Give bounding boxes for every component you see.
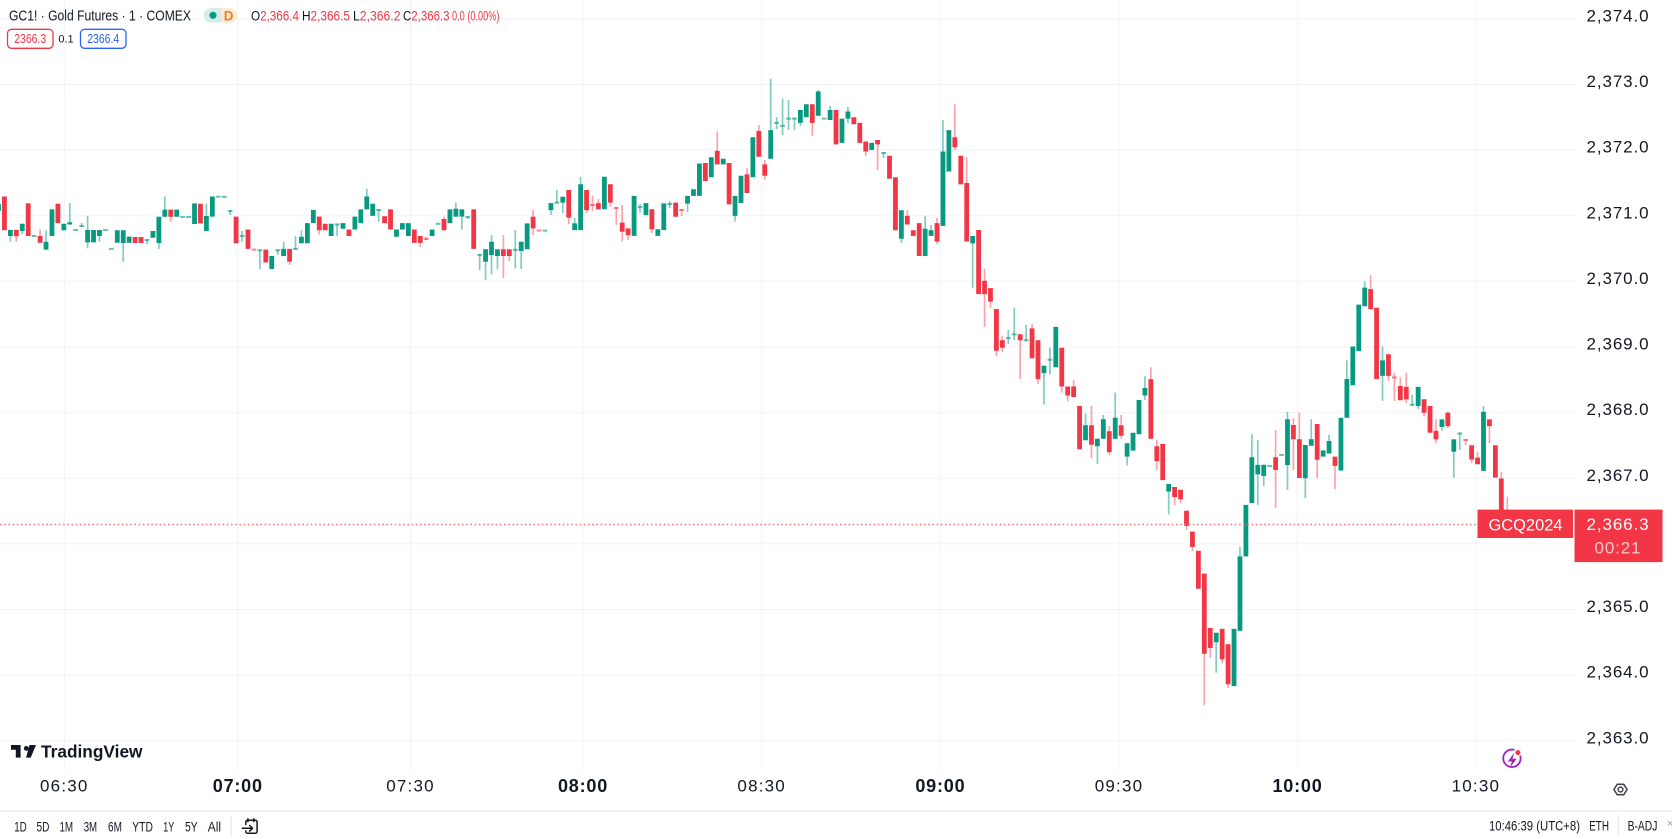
svg-text:10:46:39 (UTC+8): 10:46:39 (UTC+8) [1489,819,1580,834]
svg-text:D: D [224,8,234,23]
svg-text:TradingView: TradingView [41,742,143,762]
svg-text:2,364.0: 2,364.0 [1586,663,1649,682]
svg-text:2,368.0: 2,368.0 [1586,400,1649,419]
svg-text:3M: 3M [84,820,97,835]
svg-text:2,372.0: 2,372.0 [1586,138,1649,157]
svg-text:2,365.0: 2,365.0 [1586,597,1649,616]
svg-text:06:30: 06:30 [40,777,89,796]
svg-text:GC1! · Gold Futures · 1 · COME: GC1! · Gold Futures · 1 · COMEX [9,8,191,25]
svg-text:2,363.0: 2,363.0 [1586,728,1649,747]
svg-text:All: All [208,820,221,835]
svg-text:08:30: 08:30 [737,777,786,796]
svg-text:×: × [1667,818,1672,830]
svg-text:2,369.0: 2,369.0 [1586,335,1649,354]
svg-text:2,374.0: 2,374.0 [1586,6,1649,25]
svg-text:2366.4: 2366.4 [87,31,119,46]
svg-text:09:30: 09:30 [1095,777,1144,796]
svg-text:1M: 1M [59,820,73,835]
svg-text:0.1: 0.1 [58,34,73,46]
svg-text:08:00: 08:00 [558,776,608,796]
svg-text:0.0 (0.00%): 0.0 (0.00%) [452,9,500,24]
svg-text:L2,366.2: L2,366.2 [353,9,401,24]
svg-text:GCQ2024: GCQ2024 [1489,516,1563,535]
svg-text:O2,366.4: O2,366.4 [251,9,299,24]
svg-text:2,371.0: 2,371.0 [1586,203,1649,222]
svg-text:2,366.3: 2,366.3 [1586,515,1649,534]
svg-text:2366.3: 2366.3 [14,31,46,46]
svg-text:YTD: YTD [132,820,153,835]
svg-text:2,373.0: 2,373.0 [1586,72,1649,91]
svg-text:ETH: ETH [1589,819,1609,834]
svg-text:1Y: 1Y [163,820,174,835]
svg-text:10:00: 10:00 [1272,776,1322,796]
svg-text:2,370.0: 2,370.0 [1586,269,1649,288]
svg-text:10:30: 10:30 [1452,777,1501,796]
svg-text:6M: 6M [108,820,122,835]
svg-text:B-ADJ: B-ADJ [1628,819,1658,834]
svg-text:5Y: 5Y [185,820,198,835]
svg-text:H2,366.5: H2,366.5 [302,9,350,24]
svg-text:09:00: 09:00 [915,776,965,796]
svg-text:2,367.0: 2,367.0 [1586,466,1649,485]
svg-text:5D: 5D [37,820,50,835]
svg-text:C2,366.3: C2,366.3 [403,9,450,24]
svg-text:07:00: 07:00 [213,776,263,796]
svg-text:07:30: 07:30 [386,777,435,796]
svg-text:00:21: 00:21 [1594,539,1641,558]
svg-text:1D: 1D [14,820,27,835]
